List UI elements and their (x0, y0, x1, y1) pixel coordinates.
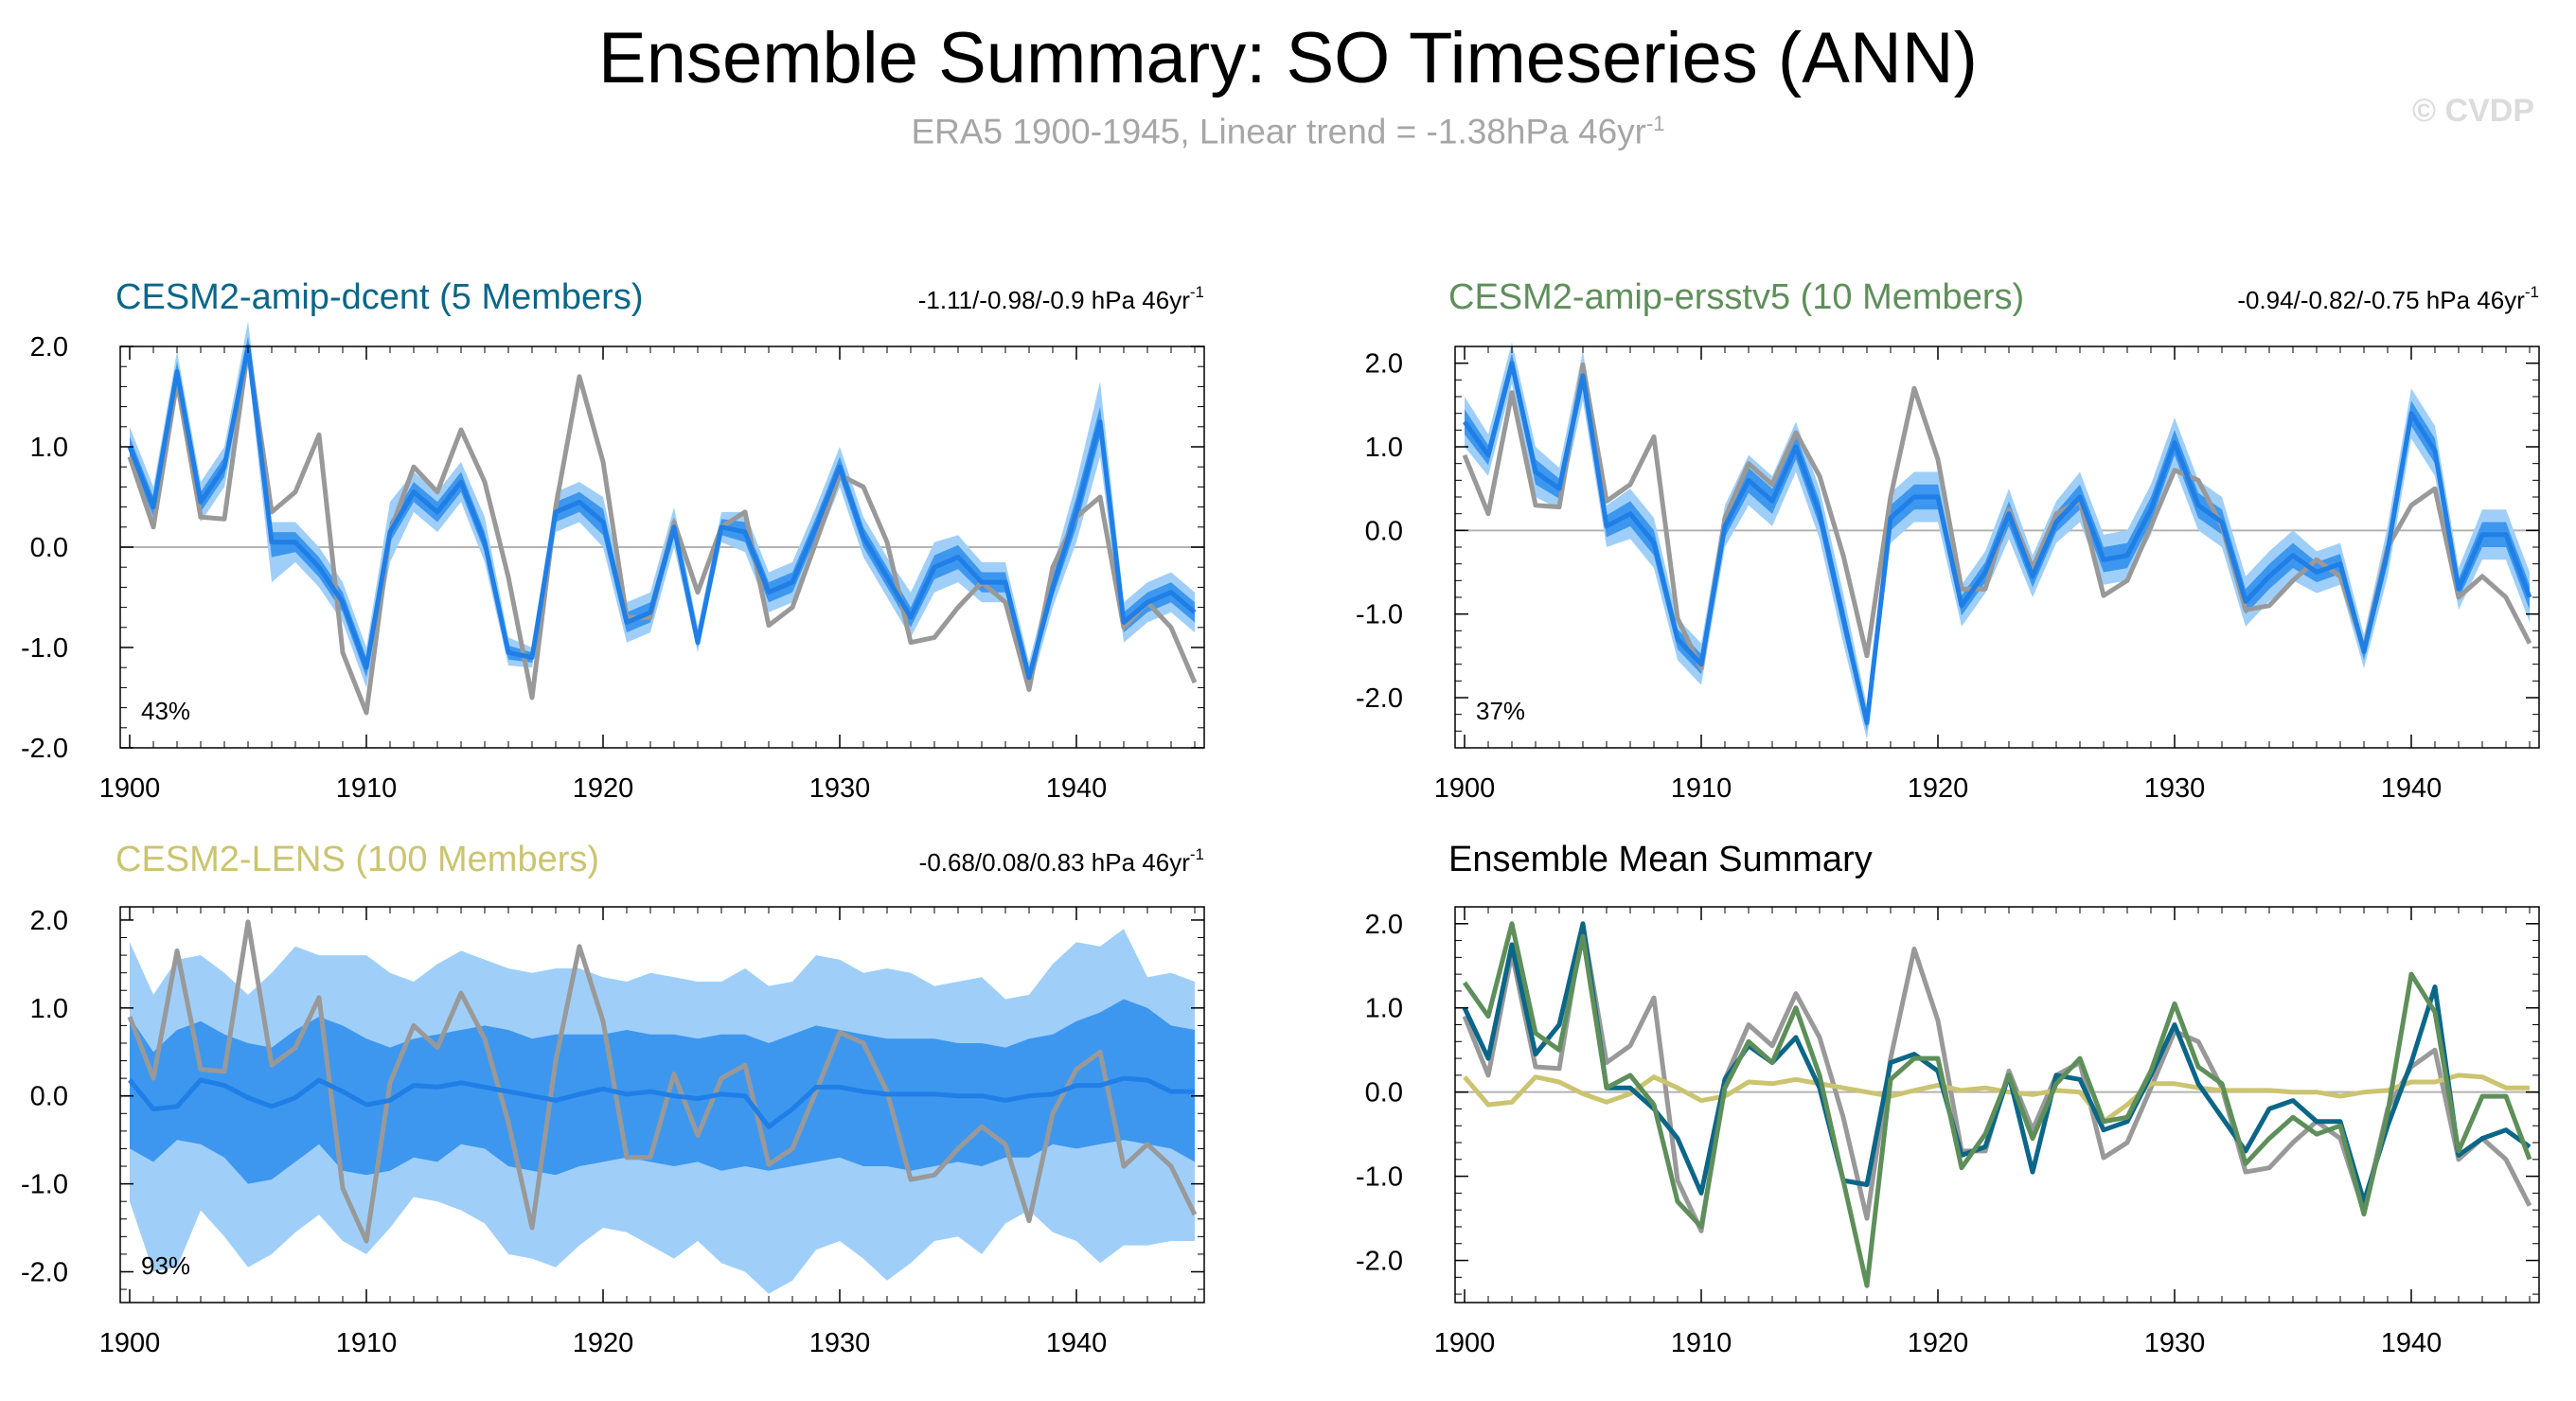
x-tick-label: 1920 (1908, 773, 1969, 804)
x-tick-label: 1930 (2144, 1328, 2206, 1358)
y-tick-label: -2.0 (21, 734, 68, 764)
x-tick-label: 1910 (1671, 1328, 1732, 1358)
y-tick-label: 2.0 (30, 906, 68, 936)
x-tick-label: 1940 (2381, 773, 2443, 804)
y-tick-label: 1.0 (1365, 433, 1403, 463)
y-tick-label: 0.0 (30, 1082, 68, 1112)
trend-label: -0.94/-0.82/-0.75 hPa 46yr-1 (2237, 283, 2539, 314)
ensemble-mean-line (128, 1075, 1195, 1129)
obs-line (127, 919, 1198, 1244)
trend-superscript: -1 (1190, 283, 1204, 301)
page-title: Ensemble Summary: SO Timeseries (ANN) (598, 18, 1978, 98)
panel-title: CESM2-LENS (100 Members) (115, 840, 599, 879)
x-tick-label: 1930 (809, 773, 871, 804)
panel-title: CESM2-amip-dcent (5 Members) (115, 277, 643, 317)
y-tick-label: 2.0 (30, 332, 68, 363)
series-line-lens (1463, 1073, 2530, 1125)
trend-text: -0.68/0.08/0.83 hPa 46yr (919, 848, 1191, 877)
trend-label: -1.11/-0.98/-0.9 hPa 46yr-1 (918, 283, 1204, 314)
y-tick-label: 1.0 (30, 994, 68, 1024)
x-tick-label: 1930 (809, 1328, 871, 1358)
x-tick-label: 1940 (2381, 1328, 2443, 1358)
ensemble-inner-band (130, 336, 1195, 686)
plot-frame (1454, 906, 2540, 1303)
percent-label: 43% (141, 697, 190, 725)
trend-text: -1.11/-0.98/-0.9 hPa 46yr (918, 286, 1190, 314)
x-tick-label: 1920 (1908, 1328, 1969, 1358)
ensemble-outer-band (130, 321, 1195, 693)
trend-superscript: -1 (1190, 845, 1204, 863)
y-tick-label: 1.0 (1365, 994, 1403, 1024)
y-tick-label: 2.0 (1365, 910, 1403, 940)
y-tick-label: 0.0 (30, 533, 68, 563)
trend-text: -0.94/-0.82/-0.75 hPa 46yr (2237, 286, 2525, 314)
y-tick-label: 0.0 (1365, 516, 1403, 546)
x-tick-label: 1940 (1046, 773, 1108, 804)
page-subtitle: ERA5 1900-1945, Linear trend = -1.38hPa … (0, 112, 2576, 151)
trend-label: -0.68/0.08/0.83 hPa 46yr-1 (919, 845, 1204, 877)
trend-superscript: -1 (2525, 283, 2539, 301)
series-line-dcent (1462, 921, 2532, 1204)
y-tick-label: 1.0 (30, 433, 68, 463)
x-tick-label: 1900 (99, 1328, 161, 1358)
x-tick-label: 1910 (336, 1328, 398, 1358)
x-tick-label: 1940 (1046, 1328, 1108, 1358)
x-tick-label: 1920 (573, 1328, 634, 1358)
ensemble-mean-line (1462, 361, 2532, 725)
percent-label: 37% (1476, 697, 1525, 725)
y-tick-label: -1.0 (21, 1170, 68, 1200)
y-tick-label: -1.0 (1356, 1162, 1403, 1193)
x-tick-label: 1920 (573, 773, 634, 804)
x-tick-label: 1900 (99, 773, 161, 804)
y-tick-label: -1.0 (21, 633, 68, 664)
series-line-ersstv5 (1462, 921, 2532, 1288)
percent-label: 93% (141, 1251, 190, 1280)
x-tick-label: 1910 (1671, 773, 1732, 804)
ensemble-mean-line (127, 344, 1197, 681)
plot-frame (119, 906, 1205, 1303)
x-tick-label: 1900 (1434, 773, 1496, 804)
x-tick-label: 1930 (2144, 773, 2206, 804)
cvdp-watermark: © CVDP (2412, 93, 2534, 129)
y-tick-label: 0.0 (1365, 1078, 1403, 1108)
subtitle-superscript: -1 (1645, 112, 1665, 135)
y-tick-label: -1.0 (1356, 600, 1403, 630)
y-tick-label: 2.0 (1365, 349, 1403, 380)
panel-title: Ensemble Mean Summary (1448, 840, 1873, 879)
subtitle-text: ERA5 1900-1945, Linear trend = -1.38hPa … (911, 112, 1646, 151)
y-tick-label: -2.0 (21, 1257, 68, 1287)
y-tick-label: -2.0 (1356, 1247, 1403, 1277)
y-tick-label: -2.0 (1356, 683, 1403, 714)
x-tick-label: 1900 (1434, 1328, 1496, 1358)
panel-title: CESM2-amip-ersstv5 (10 Members) (1448, 277, 2024, 317)
x-tick-label: 1910 (336, 773, 398, 804)
